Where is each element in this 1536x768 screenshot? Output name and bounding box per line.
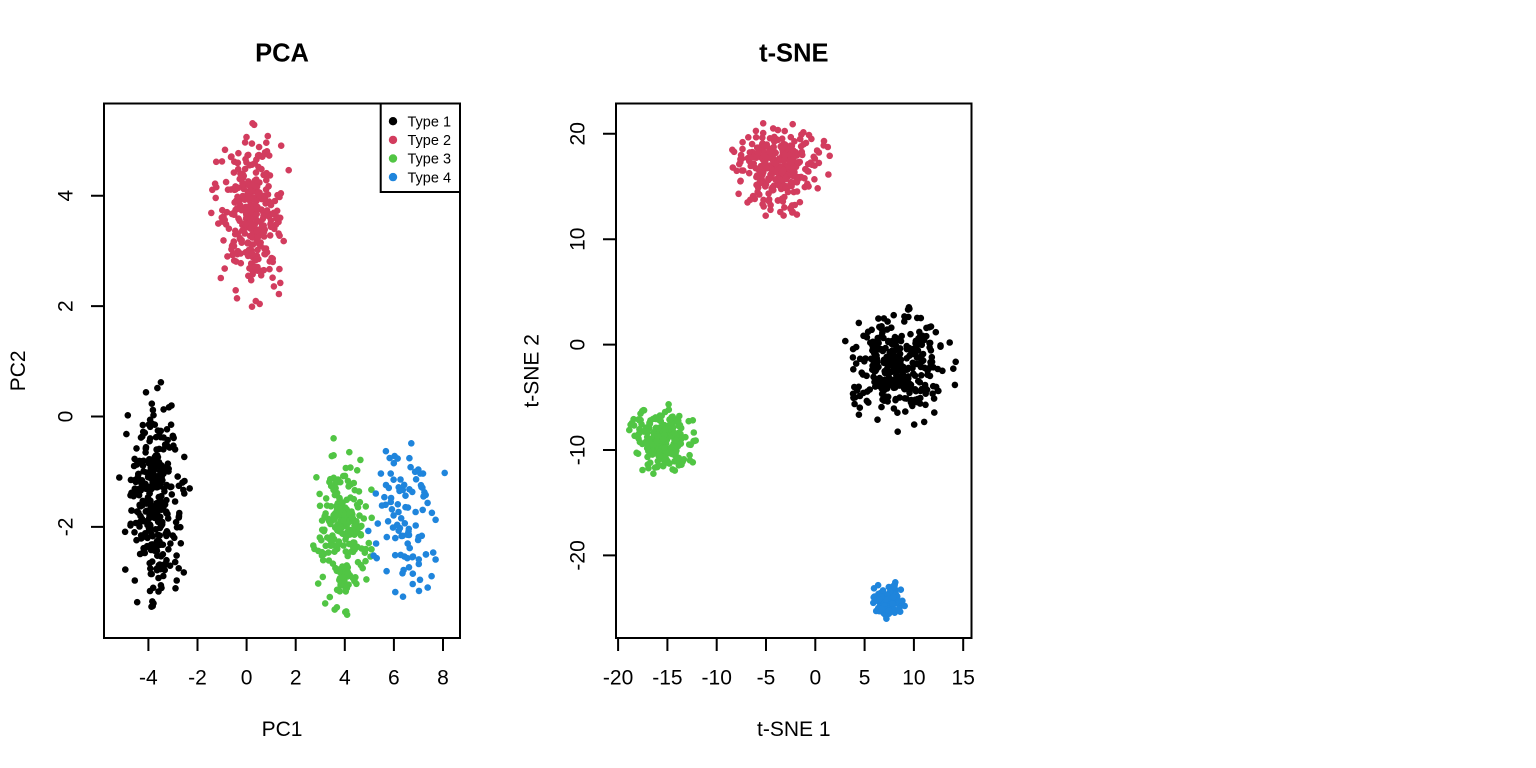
svg-text:Type 4: Type 4 (408, 170, 452, 186)
svg-text:5: 5 (859, 667, 871, 690)
svg-text:-15: -15 (652, 667, 682, 690)
svg-text:Type 3: Type 3 (408, 152, 452, 168)
svg-text:Type 1: Type 1 (408, 114, 452, 130)
svg-text:2: 2 (290, 667, 302, 690)
svg-text:PC2: PC2 (7, 350, 30, 391)
svg-text:2: 2 (55, 300, 78, 312)
svg-text:-2: -2 (55, 518, 78, 537)
svg-text:0: 0 (55, 411, 78, 423)
svg-text:-10: -10 (567, 435, 590, 465)
svg-text:Type 2: Type 2 (408, 133, 452, 149)
svg-text:PCA: PCA (255, 40, 309, 68)
svg-text:-10: -10 (702, 667, 732, 690)
svg-text:10: 10 (567, 228, 590, 251)
svg-text:0: 0 (809, 667, 821, 690)
svg-text:-20: -20 (603, 667, 633, 690)
svg-text:15: 15 (952, 667, 975, 690)
svg-text:4: 4 (339, 667, 351, 690)
svg-text:0: 0 (241, 667, 253, 690)
svg-text:-20: -20 (567, 540, 590, 570)
svg-text:8: 8 (437, 667, 449, 690)
svg-text:0: 0 (567, 339, 590, 351)
svg-text:4: 4 (55, 190, 78, 202)
svg-text:PC1: PC1 (262, 718, 303, 741)
svg-text:10: 10 (902, 667, 925, 690)
svg-text:-2: -2 (188, 667, 207, 690)
svg-text:-5: -5 (757, 667, 776, 690)
svg-text:20: 20 (567, 122, 590, 145)
svg-text:t-SNE 1: t-SNE 1 (757, 718, 831, 741)
svg-text:t-SNE: t-SNE (759, 40, 828, 68)
svg-text:6: 6 (388, 667, 400, 690)
svg-text:t-SNE 2: t-SNE 2 (521, 334, 544, 408)
svg-text:-4: -4 (139, 667, 158, 690)
